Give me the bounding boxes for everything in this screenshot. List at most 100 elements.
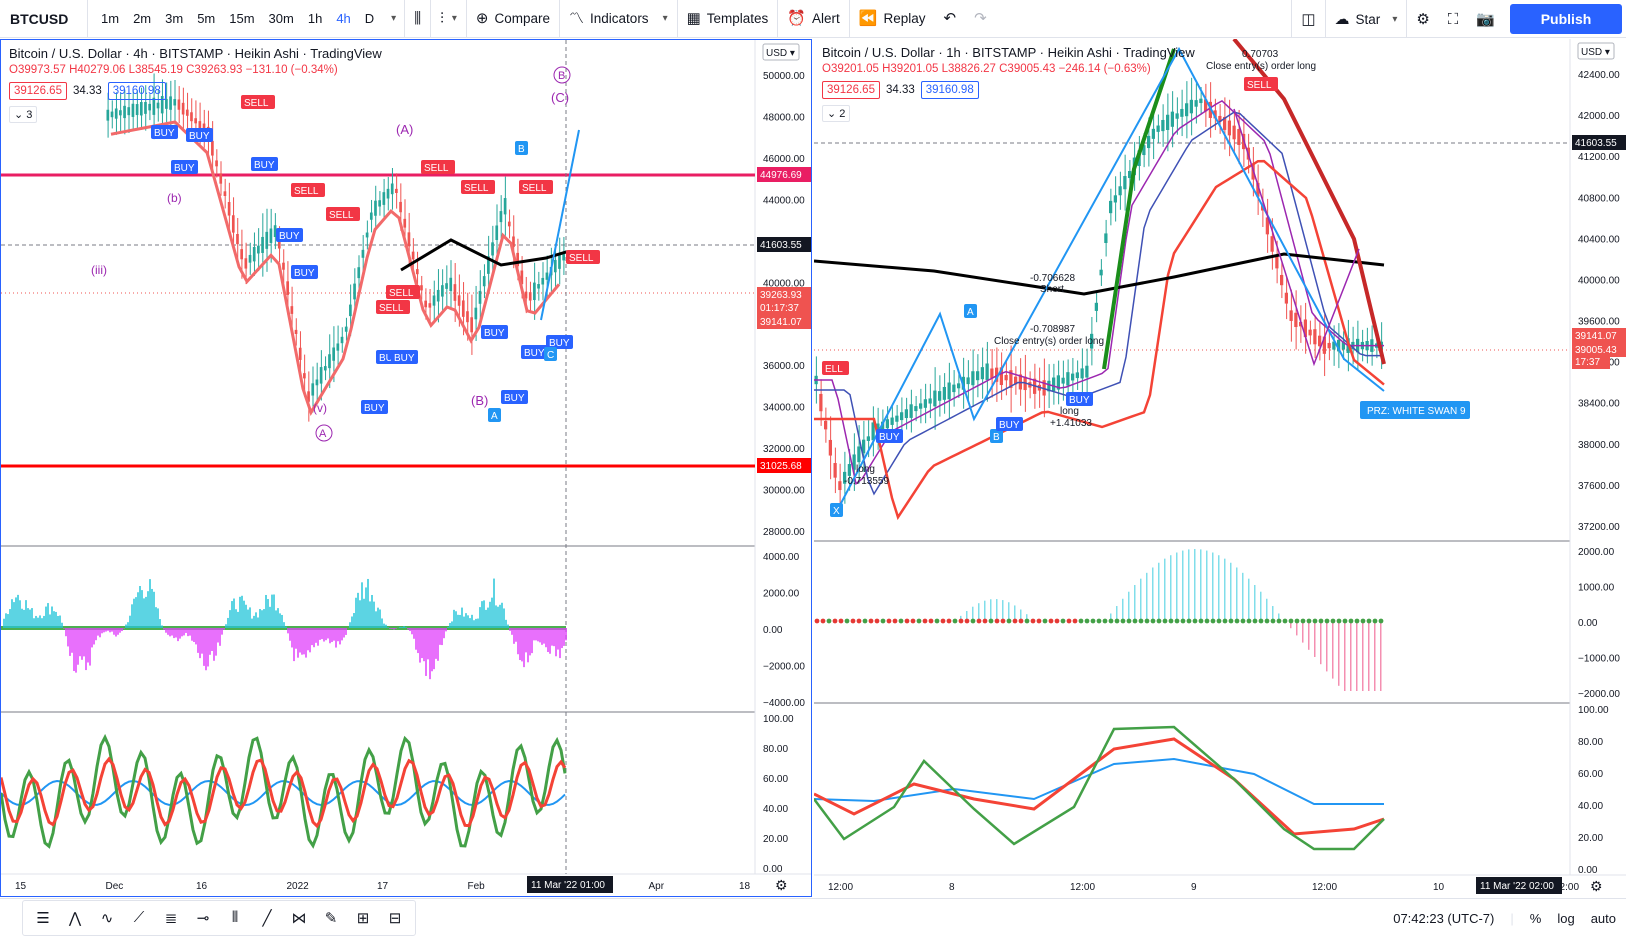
momentum-bar bbox=[493, 578, 495, 628]
candle-body bbox=[491, 242, 494, 256]
percent-toggle[interactable]: % bbox=[1529, 910, 1542, 926]
right-chart-pane[interactable]: USD ▾ 42400.00 42000.00 41200.00 40800.00 404… bbox=[814, 39, 1626, 897]
timeframe-5m[interactable]: 5m bbox=[197, 11, 216, 26]
indicators-collapse-toggle[interactable]: ⌄ 2 bbox=[822, 105, 851, 122]
xabcd-icon[interactable]: ⋈ bbox=[291, 909, 307, 927]
templates-button[interactable]: ▦ Templates bbox=[676, 0, 778, 38]
pitchfork-icon[interactable]: ⫴ bbox=[231, 909, 239, 926]
brush-icon[interactable]: ✎ bbox=[324, 909, 338, 927]
measure-icon[interactable]: ⊞ bbox=[356, 909, 370, 927]
timeframe-15m[interactable]: 15m bbox=[229, 11, 255, 26]
timeframe-2m[interactable]: 2m bbox=[133, 11, 152, 26]
candle-body bbox=[127, 107, 131, 116]
candle-body bbox=[999, 367, 1003, 386]
squeeze-dot bbox=[1168, 618, 1174, 624]
chevron-down-icon: ⌄ bbox=[827, 108, 840, 120]
publish-button[interactable]: Publish bbox=[1510, 4, 1622, 34]
clock-time[interactable]: 07:42:23 (UTC-7) bbox=[1393, 910, 1495, 926]
wave-circle bbox=[315, 424, 333, 442]
fullscreen-icon: ⛶ bbox=[1447, 10, 1459, 28]
momentum-bar bbox=[483, 600, 485, 628]
horizontal-lines-icon[interactable]: ☰ bbox=[36, 909, 50, 927]
indicators-button[interactable]: 〽 Indicators ▾ bbox=[559, 0, 677, 38]
layout-button[interactable]: ◫ bbox=[1291, 0, 1324, 38]
momentum-bar bbox=[515, 628, 517, 642]
candle-body bbox=[1156, 125, 1160, 132]
momentum-bar bbox=[331, 628, 333, 642]
candle-body bbox=[378, 200, 381, 207]
candle-body bbox=[478, 290, 482, 304]
candle-body bbox=[436, 289, 440, 302]
settings-button[interactable]: ⚙ bbox=[1406, 0, 1438, 38]
momentum-bar bbox=[145, 596, 147, 628]
candle-body bbox=[909, 404, 913, 418]
snapshot-button[interactable]: 📷 bbox=[1467, 0, 1504, 38]
currency-selector[interactable] bbox=[1577, 42, 1615, 60]
strategy-label: Close entry(s) order long bbox=[994, 336, 1104, 347]
candle-body bbox=[420, 285, 423, 291]
momentum-bar bbox=[259, 609, 261, 628]
compare-button[interactable]: ⊕ Compare bbox=[465, 0, 559, 38]
trendline-icon[interactable]: ⟋ bbox=[133, 909, 145, 926]
momentum-bar bbox=[421, 628, 423, 659]
gear-icon[interactable]: ⚙ bbox=[1590, 878, 1603, 894]
alert-button[interactable]: ⏰ Alert bbox=[777, 0, 848, 38]
candle-body bbox=[323, 366, 327, 371]
right-chart-canvas[interactable]: USD ▾ 42400.00 42000.00 41200.00 40800.00 404… bbox=[814, 39, 1626, 897]
momentum-bar bbox=[413, 628, 415, 639]
timeframe-30m[interactable]: 30m bbox=[268, 11, 294, 26]
indicators-collapse-toggle[interactable]: ⌄ 3 bbox=[9, 106, 38, 123]
bar-style-button[interactable]: ⫼ bbox=[404, 0, 430, 38]
undo-button[interactable]: ↶ bbox=[934, 0, 965, 38]
candle-body bbox=[852, 454, 856, 470]
currency-selector[interactable] bbox=[762, 43, 800, 61]
timeframe-1h[interactable]: 1h bbox=[307, 11, 323, 26]
elliott-wave-icon[interactable]: ∿ bbox=[100, 909, 114, 927]
ray-icon[interactable]: ⊸ bbox=[196, 909, 210, 927]
timeframe-3m[interactable]: 3m bbox=[165, 11, 184, 26]
gear-icon[interactable]: ⚙ bbox=[775, 877, 788, 893]
momentum-bar bbox=[511, 628, 513, 635]
left-chart-pane[interactable]: USD ▾50000.0048000.0046000.0044000.00420… bbox=[0, 39, 812, 897]
candle-body bbox=[344, 326, 348, 332]
momentum-bar bbox=[241, 595, 243, 628]
momentum-bar bbox=[425, 628, 427, 676]
momentum-bar bbox=[1182, 550, 1184, 621]
time-tick-label: 17 bbox=[377, 881, 389, 892]
pattern-icon[interactable]: ⋀ bbox=[68, 909, 82, 927]
momentum-bar bbox=[5, 613, 7, 628]
timeframe-1m[interactable]: 1m bbox=[101, 11, 120, 26]
timeframe-4h[interactable]: 4h bbox=[336, 11, 351, 26]
left-chart-canvas[interactable]: USD ▾50000.0048000.0046000.0044000.00420… bbox=[1, 40, 811, 896]
squeeze-dot bbox=[1300, 618, 1306, 624]
ma-blue bbox=[814, 111, 1384, 496]
divider: | bbox=[1510, 910, 1514, 926]
moving-average-black bbox=[400, 238, 567, 272]
time-tick-label: Dec bbox=[106, 881, 124, 892]
buy-price-button[interactable]: 39160.98 bbox=[920, 81, 979, 99]
line-icon[interactable]: ╱ bbox=[262, 909, 272, 927]
candle-body bbox=[227, 202, 231, 216]
symbol-search[interactable]: BTCUSD bbox=[0, 0, 88, 38]
chart-type-button[interactable]: ⫶ ▾ bbox=[430, 0, 466, 38]
sell-price-button[interactable]: 39126.65 bbox=[822, 81, 880, 99]
candle-body bbox=[914, 406, 918, 412]
timeframe-D[interactable]: D bbox=[364, 11, 375, 26]
replay-button[interactable]: ⏪ Replay bbox=[848, 0, 935, 38]
log-toggle[interactable]: log bbox=[1557, 910, 1575, 926]
momentum-bar bbox=[1128, 591, 1130, 621]
candle-body bbox=[194, 118, 197, 124]
buy-price-button[interactable]: 39160.98 bbox=[107, 82, 166, 100]
squeeze-dot bbox=[994, 618, 1000, 624]
auto-toggle[interactable]: auto bbox=[1590, 910, 1616, 926]
star-button[interactable]: ☁ Star ▾ bbox=[1324, 0, 1407, 38]
timeframe-dropdown-icon[interactable]: ▾ bbox=[391, 13, 397, 24]
candle-body bbox=[319, 367, 323, 384]
sell-price-button[interactable]: 39126.65 bbox=[9, 82, 67, 100]
candle-body bbox=[1289, 310, 1293, 321]
ruler-icon[interactable]: ⊟ bbox=[388, 909, 402, 927]
fib-icon[interactable]: ≣ bbox=[164, 909, 178, 927]
fullscreen-button[interactable]: ⛶ bbox=[1439, 0, 1468, 38]
wave-label: (b) bbox=[167, 191, 182, 205]
redo-button[interactable]: ↷ bbox=[965, 0, 996, 38]
